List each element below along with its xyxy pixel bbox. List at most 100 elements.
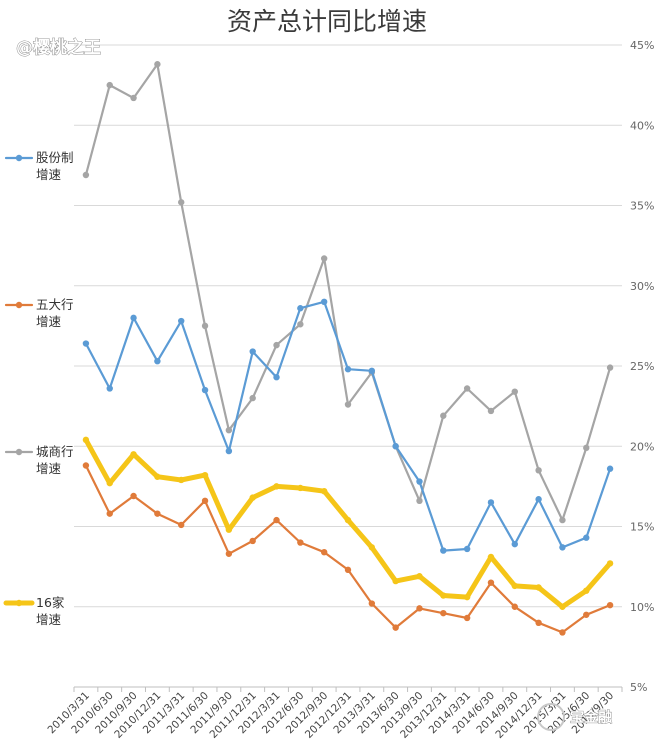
- data-point: [178, 476, 185, 484]
- data-point: [225, 550, 233, 557]
- data-point: [463, 614, 471, 622]
- legend-label: 增速: [36, 314, 62, 329]
- series-lines: [82, 61, 614, 636]
- data-point: [606, 364, 614, 371]
- data-point: [511, 540, 518, 548]
- data-point: [392, 443, 399, 450]
- data-point: [249, 494, 256, 501]
- data-point: [130, 94, 137, 102]
- data-point: [606, 465, 614, 472]
- data-point: [130, 451, 137, 458]
- data-point: [154, 61, 161, 68]
- data-point: [583, 611, 590, 618]
- chart-title: 资产总计同比增速: [227, 7, 427, 36]
- data-point: [82, 340, 90, 347]
- data-point: [154, 357, 161, 365]
- legend-label: 增速: [36, 167, 62, 182]
- data-point: [511, 582, 518, 590]
- data-point: [225, 447, 233, 455]
- data-point: [535, 619, 542, 626]
- data-point: [273, 483, 280, 490]
- data-point: [201, 497, 209, 505]
- data-point: [273, 374, 280, 381]
- data-point: [606, 560, 614, 567]
- legend-marker: [15, 448, 23, 456]
- legend-marker: [15, 301, 23, 309]
- data-point: [487, 579, 495, 586]
- legend-label: 五大行: [36, 297, 74, 312]
- y-tick-label: 25%: [630, 360, 654, 373]
- data-point: [297, 321, 304, 328]
- data-point: [297, 539, 304, 546]
- data-point: [416, 573, 423, 580]
- data-point: [273, 341, 280, 349]
- data-point: [583, 534, 590, 541]
- data-point: [154, 473, 161, 480]
- data-point: [297, 305, 304, 312]
- data-point: [201, 471, 209, 479]
- legend-marker: [15, 154, 23, 162]
- y-tick-label: 35%: [630, 200, 654, 213]
- y-tick-label: 45%: [630, 39, 654, 52]
- y-tick-label: 10%: [630, 601, 654, 614]
- data-point: [320, 487, 328, 495]
- data-point: [368, 600, 376, 607]
- data-point: [463, 593, 471, 601]
- data-point: [106, 385, 113, 392]
- watermark-bottom-text: 宝金融: [570, 709, 612, 726]
- data-point: [201, 322, 209, 330]
- data-point: [344, 366, 352, 373]
- data-point: [106, 510, 113, 517]
- data-point: [511, 388, 518, 395]
- data-point: [559, 603, 566, 610]
- y-axis-ticks: 5% 10% 15% 20% 25% 30% 35% 40% 45%: [630, 39, 654, 694]
- data-point: [82, 171, 90, 179]
- data-point: [344, 566, 352, 574]
- data-point: [130, 314, 137, 322]
- data-point: [368, 367, 376, 375]
- data-point: [416, 478, 423, 485]
- legend-label: 增速: [36, 461, 62, 476]
- legend-label: 16家: [36, 595, 65, 610]
- data-point: [583, 444, 590, 452]
- data-point: [320, 255, 328, 262]
- data-point: [392, 624, 399, 631]
- data-point: [320, 298, 328, 305]
- watermark-top: @樱桃之王: [16, 37, 101, 58]
- y-tick-label: 20%: [630, 440, 654, 453]
- data-point: [130, 492, 137, 500]
- data-point: [82, 436, 90, 444]
- data-point: [559, 516, 566, 524]
- data-point: [178, 521, 185, 529]
- data-point: [344, 516, 352, 524]
- data-point: [535, 496, 542, 503]
- data-point: [440, 592, 447, 599]
- data-point: [535, 584, 542, 591]
- data-point: [487, 407, 495, 415]
- data-point: [487, 553, 495, 561]
- data-point: [583, 587, 590, 594]
- y-tick-label: 5%: [630, 681, 647, 694]
- data-point: [559, 629, 566, 636]
- data-point: [511, 603, 518, 610]
- series-2: [82, 436, 614, 610]
- data-point: [178, 317, 185, 325]
- y-tick-label: 30%: [630, 280, 654, 293]
- data-point: [535, 467, 542, 474]
- data-point: [249, 537, 256, 545]
- data-point: [154, 510, 161, 517]
- watermark-logo-icon: [537, 703, 565, 731]
- legend-label: 股份制: [36, 150, 74, 165]
- data-point: [368, 544, 376, 551]
- data-point: [178, 199, 185, 206]
- y-tick-label: 40%: [630, 119, 654, 132]
- data-point: [416, 497, 423, 505]
- data-point: [273, 516, 280, 524]
- data-point: [249, 348, 256, 355]
- legend-label: 城商行: [36, 444, 74, 459]
